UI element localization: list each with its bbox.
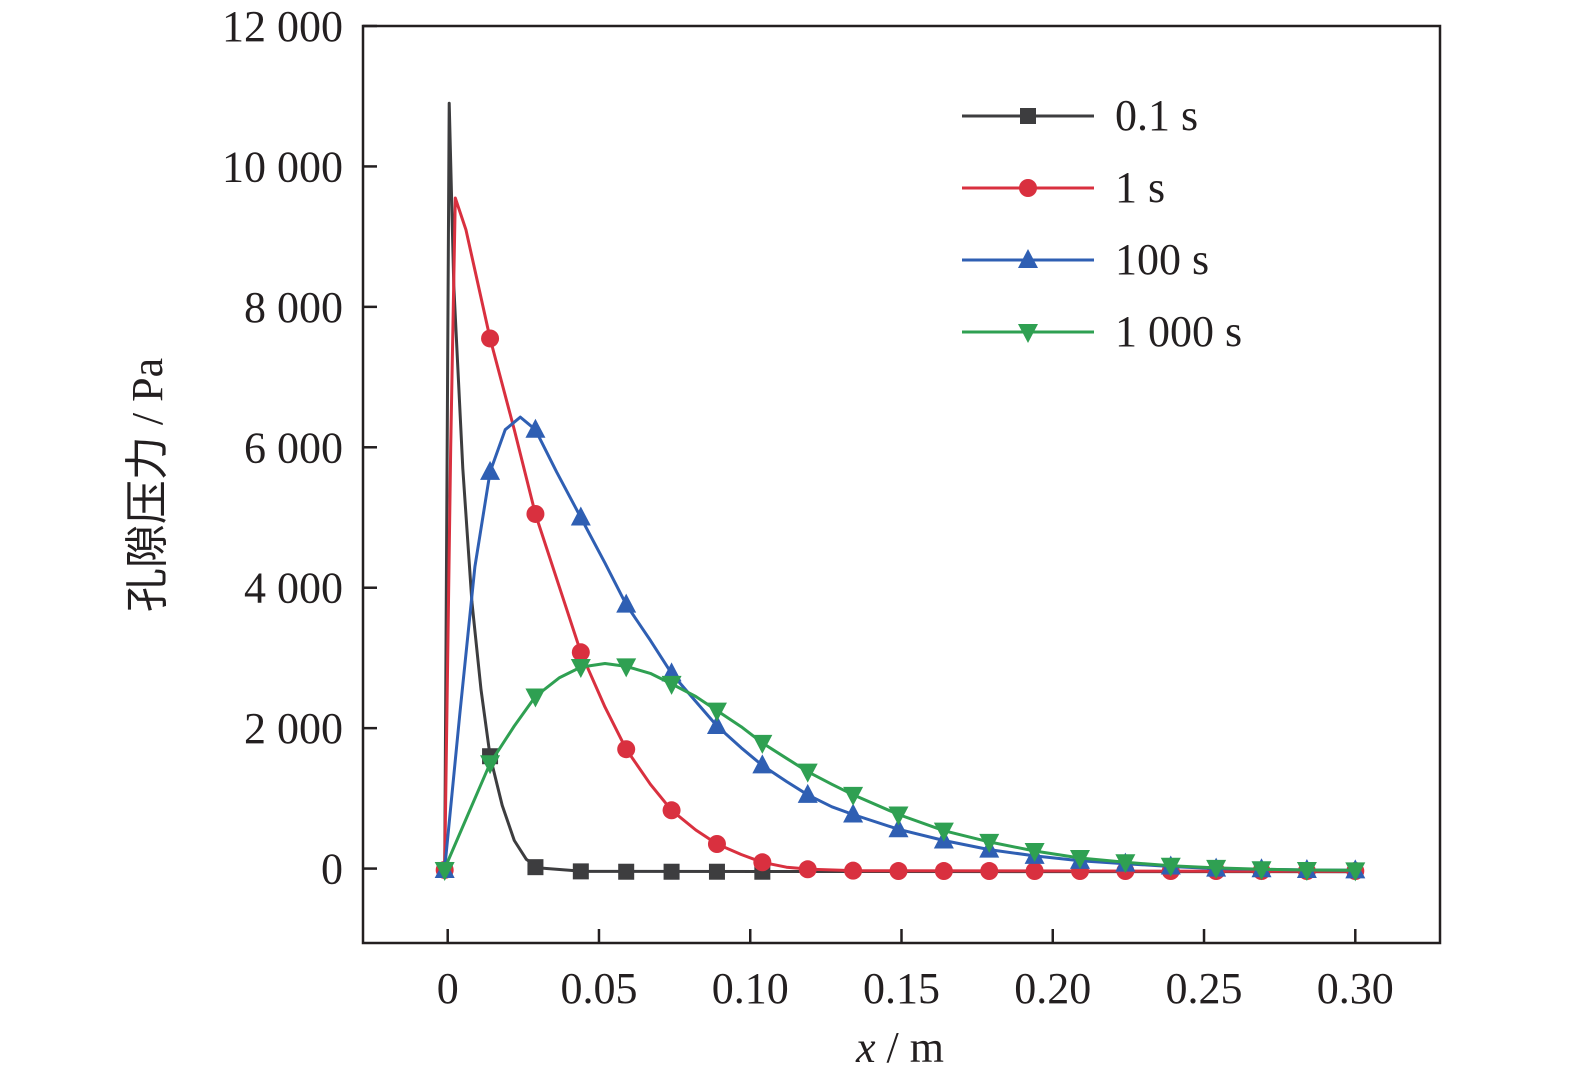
data-point [933, 822, 954, 842]
data-point [571, 643, 590, 662]
plot-frame [361, 24, 1442, 945]
data-point [797, 783, 818, 803]
data-point [1345, 862, 1366, 882]
data-point [934, 862, 953, 881]
legend-label: 0.1 s [1115, 91, 1198, 140]
data-point [481, 329, 500, 348]
y-tick-label: 2 000 [244, 704, 343, 753]
data-point [888, 806, 909, 826]
x-tick-label: 0.10 [712, 964, 789, 1013]
y-axis: 0 2 000 4 000 6 000 8 000 10 000 12 000 [222, 2, 377, 894]
data-point [707, 834, 726, 853]
data-point [1115, 854, 1136, 874]
data-point [1251, 861, 1272, 881]
series-line [443, 662, 1356, 872]
data-point [618, 863, 635, 880]
series-1000s [434, 658, 1366, 882]
data-point [888, 818, 909, 838]
x-tick-label: 0.20 [1014, 964, 1091, 1013]
data-point [752, 734, 773, 754]
data-point [616, 593, 637, 613]
data-point [706, 715, 727, 735]
legend-marker [1018, 249, 1038, 268]
data-point [570, 506, 591, 526]
legend-item: 0.1 s [962, 91, 1198, 140]
data-point [843, 786, 864, 806]
legend-item: 1 s [962, 163, 1165, 212]
y-tick-label: 12 000 [222, 2, 343, 51]
data-point [844, 861, 863, 880]
data-point [616, 658, 637, 678]
data-point [752, 754, 773, 774]
data-point [525, 688, 546, 708]
data-point [706, 702, 727, 722]
y-tick-label: 4 000 [244, 564, 343, 613]
y-tick-label: 8 000 [244, 283, 343, 332]
y-tick-label: 10 000 [222, 142, 343, 191]
legend-label: 100 s [1115, 235, 1209, 284]
legend-label: 1 000 s [1115, 307, 1242, 356]
x-tick-label: 0 [437, 964, 459, 1013]
data-point [980, 862, 999, 881]
data-point [843, 803, 864, 823]
data-point [526, 504, 545, 523]
series-0p1s [436, 101, 1356, 880]
data-point [1296, 861, 1317, 881]
legend: 0.1 s 1 s 100 s 1 000 s [962, 91, 1242, 356]
series-line [443, 415, 1356, 872]
data-point [617, 740, 636, 759]
data-point [708, 863, 725, 880]
series-line [443, 101, 1356, 874]
x-axis-label: x / m [855, 1023, 944, 1072]
x-axis-unit: / m [876, 1023, 944, 1072]
data-point [480, 460, 501, 480]
x-axis-variable: x [855, 1023, 876, 1072]
x-axis: 0 0.05 0.10 0.15 0.20 0.25 0.30 [437, 929, 1394, 1013]
y-tick-label: 0 [321, 845, 343, 894]
plot-area [434, 101, 1366, 882]
x-tick-label: 0.15 [863, 964, 940, 1013]
data-point [525, 418, 546, 438]
data-point [663, 863, 680, 880]
data-point [797, 763, 818, 783]
data-point [798, 860, 817, 879]
legend-marker [1018, 324, 1038, 343]
data-point [1206, 859, 1227, 879]
data-point [1160, 857, 1181, 877]
data-point [753, 853, 772, 872]
legend-label: 1 s [1115, 163, 1165, 212]
series-line [443, 196, 1356, 873]
data-point [572, 863, 589, 880]
data-point [1025, 862, 1044, 881]
x-tick-label: 0.25 [1166, 964, 1243, 1013]
data-point [1024, 843, 1045, 863]
legend-marker [1019, 179, 1037, 197]
data-point [662, 801, 681, 820]
data-point [889, 862, 908, 881]
data-point [661, 675, 682, 695]
legend-item: 100 s [962, 235, 1209, 284]
series-1s [435, 196, 1365, 881]
legend-marker [1020, 108, 1036, 124]
y-tick-label: 6 000 [244, 423, 343, 472]
x-tick-label: 0.30 [1317, 964, 1394, 1013]
data-point [480, 755, 501, 775]
x-tick-label: 0.05 [560, 964, 637, 1013]
data-point [979, 833, 1000, 853]
legend-item: 1 000 s [962, 307, 1242, 356]
data-point [527, 859, 544, 876]
data-point [434, 861, 455, 881]
y-axis-label: 孔隙压力 / Pa [123, 358, 172, 612]
data-point [570, 659, 591, 679]
data-point [1069, 850, 1090, 870]
